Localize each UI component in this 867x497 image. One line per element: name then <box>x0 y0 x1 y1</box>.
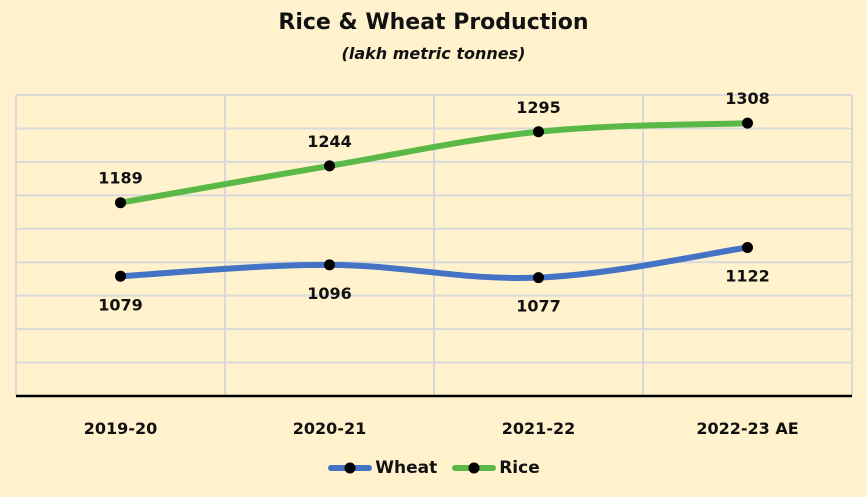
chart-subtitle: (lakh metric tonnes) <box>341 44 526 63</box>
series-line-rice <box>117 120 751 206</box>
x-tick-label: 2020-21 <box>293 419 366 438</box>
legend-label-rice: Rice <box>499 458 540 478</box>
x-tick-label: 2021-22 <box>502 419 575 438</box>
data-label-rice: 1189 <box>98 169 143 188</box>
data-point-wheat[interactable] <box>533 272 544 284</box>
data-label-rice: 1295 <box>516 98 561 117</box>
data-point-rice[interactable] <box>324 160 335 172</box>
data-point-wheat[interactable] <box>115 270 126 282</box>
data-label-wheat: 1122 <box>725 267 770 286</box>
chart-title: Rice & Wheat Production <box>278 10 589 35</box>
data-label-rice: 1308 <box>725 89 770 108</box>
legend-wheat-swatch-icon <box>328 462 373 474</box>
data-point-rice[interactable] <box>533 126 544 138</box>
data-point-rice[interactable] <box>742 117 753 129</box>
data-label-wheat: 1077 <box>516 297 561 316</box>
legend-rice-swatch-icon <box>452 462 497 474</box>
series-line-wheat <box>117 244 751 281</box>
data-label-wheat: 1079 <box>98 295 143 314</box>
data-point-wheat[interactable] <box>324 259 335 271</box>
x-tick-label: 2022-23 AE <box>696 419 798 438</box>
legend-label-wheat: Wheat <box>375 458 438 478</box>
legend: Wheat Rice <box>0 458 867 478</box>
data-point-wheat[interactable] <box>742 242 753 254</box>
data-label-wheat: 1096 <box>307 284 352 303</box>
data-label-rice: 1244 <box>307 132 352 151</box>
data-point-rice[interactable] <box>115 197 126 209</box>
legend-item-rice[interactable]: Rice <box>451 458 540 478</box>
legend-item-wheat[interactable]: Wheat <box>327 458 437 478</box>
x-tick-label: 2019-20 <box>84 419 157 438</box>
